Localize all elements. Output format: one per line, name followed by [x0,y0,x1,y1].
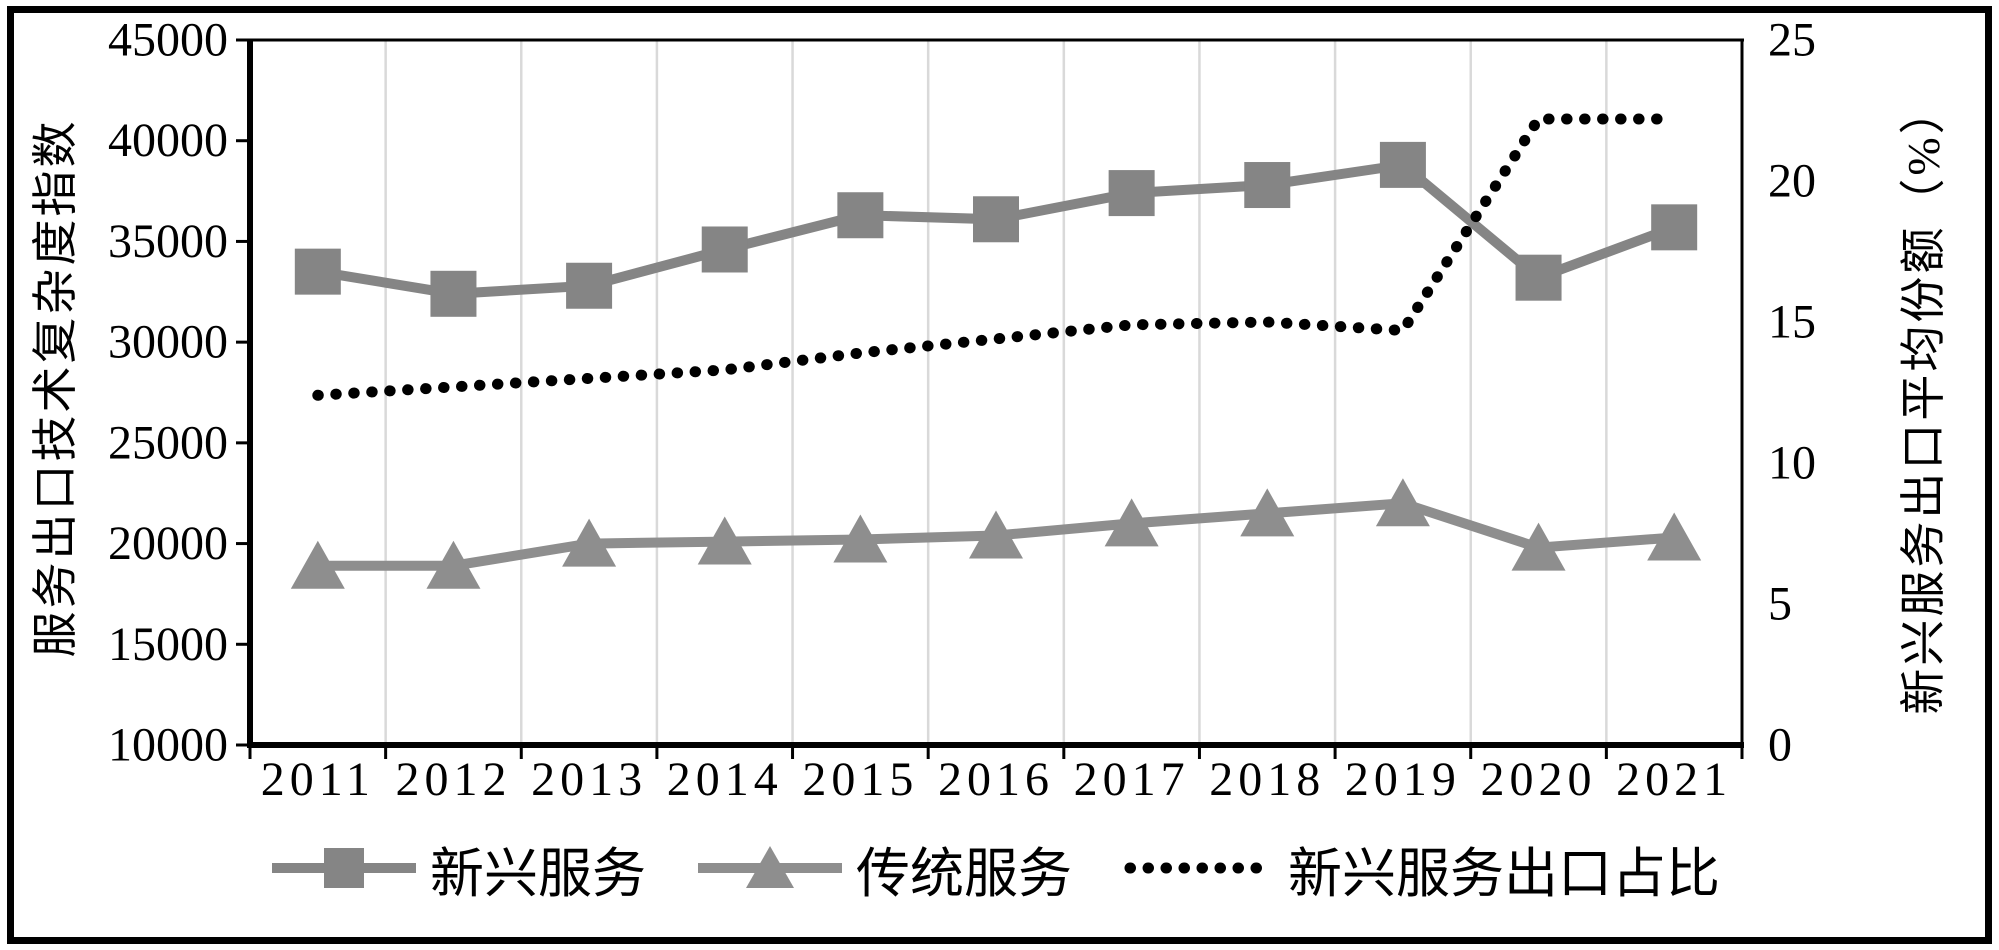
svg-text:2019: 2019 [1345,753,1461,806]
legend-label-emerging-services: 新兴服务 [430,843,646,904]
svg-text:40000: 40000 [108,114,228,167]
svg-text:2020: 2020 [1481,753,1597,806]
legend-label-export-share: 新兴服务出口占比 [1288,843,1720,904]
svg-text:35000: 35000 [108,215,228,268]
svg-text:20000: 20000 [108,517,228,570]
dotted-series-swatch-icon [1124,862,1274,874]
figure-border [7,6,1992,944]
svg-text:2012: 2012 [395,753,511,806]
svg-text:25000: 25000 [108,416,228,469]
svg-text:15: 15 [1768,296,1816,349]
triangle-series-swatch-icon [698,846,842,888]
svg-text:2014: 2014 [667,753,783,806]
left-axis-tick-labels: 45000 40000 35000 30000 25000 20000 15000 10000 [108,14,228,772]
x-axis-tick-labels: 2011 2012 2013 2014 2015 2016 2017 2018 2019 2020… [261,753,1732,806]
svg-text:2011: 2011 [261,753,375,806]
svg-text:10000: 10000 [108,719,228,772]
legend-label-traditional-services: 传统服务 [856,843,1072,904]
svg-text:5: 5 [1768,578,1792,631]
series-emerging-services [294,141,1698,317]
svg-text:20: 20 [1768,155,1816,208]
legend-item-emerging-services: 新兴服务 [272,829,646,908]
right-axis-title: 新兴服务出口平均份额（%） [1898,85,1949,715]
svg-text:0: 0 [1768,719,1792,772]
svg-text:25: 25 [1768,14,1816,67]
right-axis-tick-labels: 25 20 15 10 5 0 [1768,14,1816,772]
series-export-share [312,113,1680,401]
svg-text:2021: 2021 [1616,753,1732,806]
svg-text:45000: 45000 [108,14,228,67]
axes [236,38,1744,759]
square-series-swatch-icon [272,848,416,888]
svg-text:30000: 30000 [108,316,228,369]
svg-text:2018: 2018 [1209,753,1325,806]
left-axis-title: 服务出口技术复杂度指数 [30,118,81,658]
legend: 新兴服务 传统服务 新兴服务出口占比 [250,836,1742,904]
svg-text:2016: 2016 [938,753,1054,806]
series-traditional-services [290,478,1702,589]
svg-text:2017: 2017 [1074,753,1190,806]
svg-text:15000: 15000 [108,618,228,671]
svg-text:2015: 2015 [802,753,918,806]
svg-text:10: 10 [1768,437,1816,490]
legend-item-traditional-services: 传统服务 [698,829,1072,908]
gridlines [384,40,1608,745]
legend-item-export-share: 新兴服务出口占比 [1124,829,1720,908]
svg-text:2013: 2013 [531,753,647,806]
